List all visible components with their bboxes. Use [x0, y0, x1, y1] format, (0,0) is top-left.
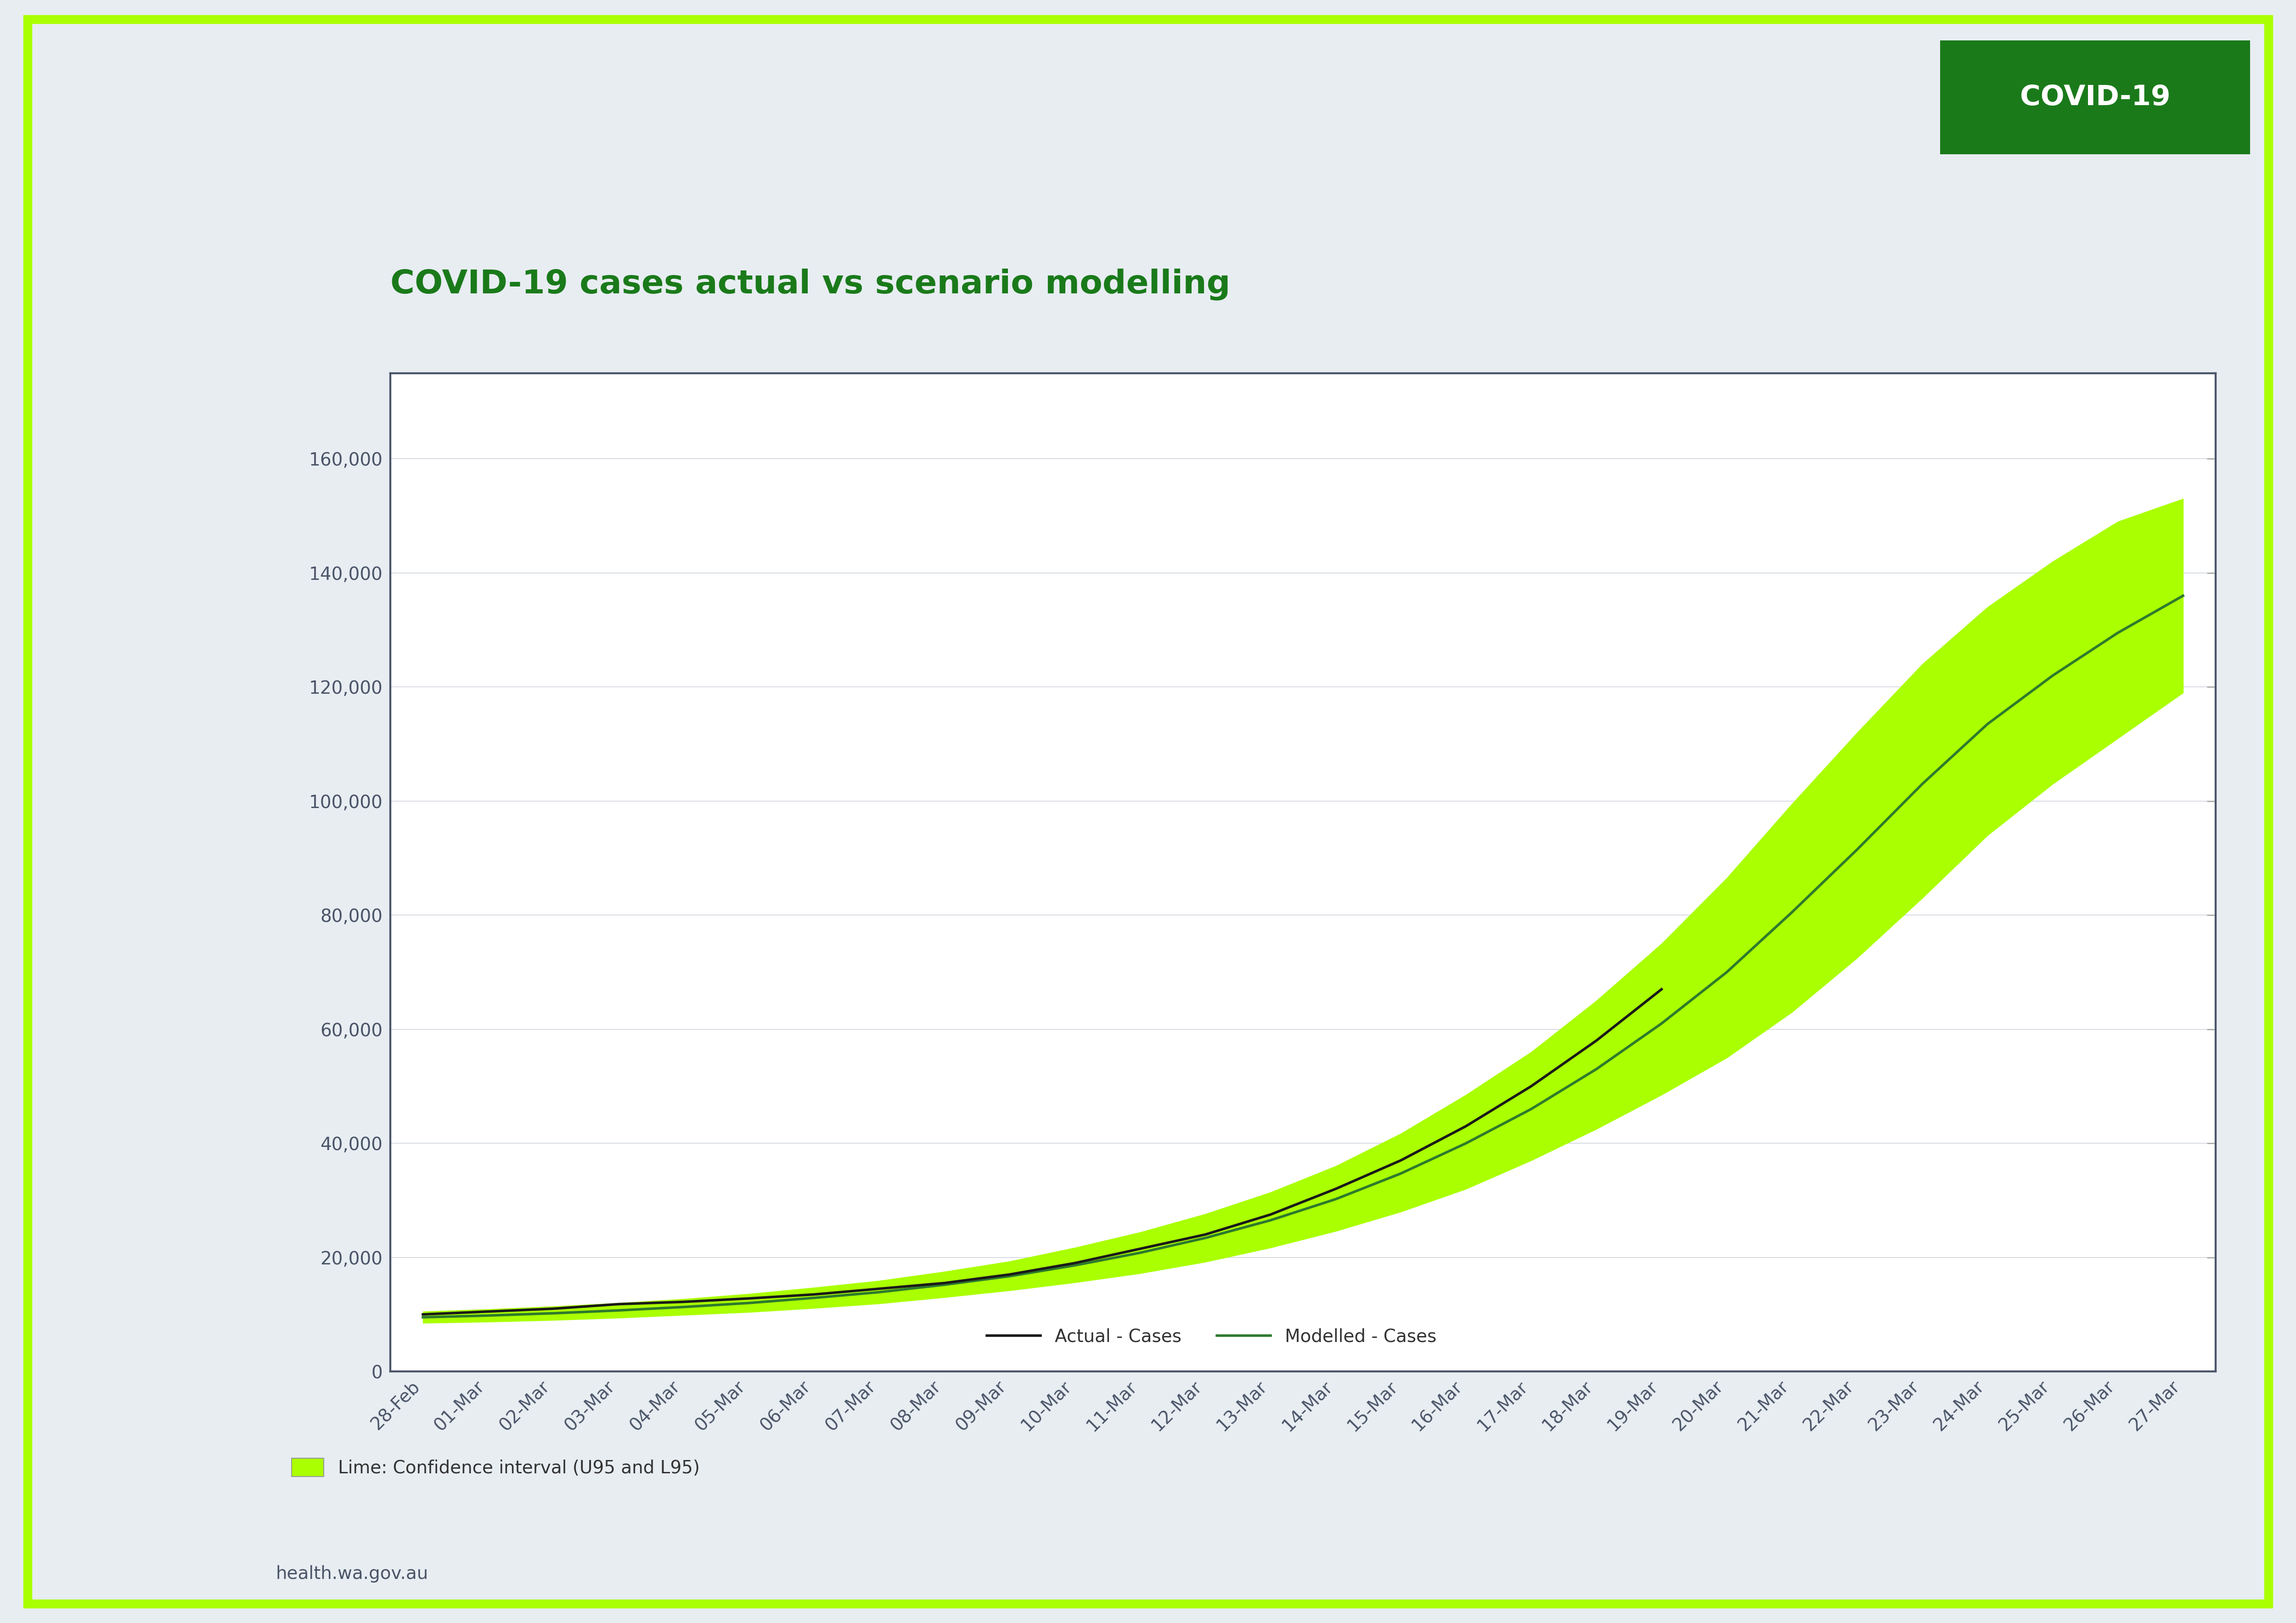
Modelled - Cases — [2039, 665, 2066, 685]
Text: health.wa.gov.au: health.wa.gov.au — [276, 1565, 427, 1582]
Modelled - Cases — [1844, 839, 1871, 859]
Modelled - Cases — [1908, 774, 1936, 794]
Modelled - Cases — [1192, 1229, 1219, 1248]
Modelled - Cases — [2170, 586, 2197, 605]
Actual - Cases — [1256, 1204, 1283, 1224]
Modelled - Cases — [475, 1307, 503, 1326]
Modelled - Cases — [930, 1276, 957, 1295]
Actual - Cases — [1127, 1238, 1155, 1258]
Modelled - Cases — [670, 1297, 698, 1316]
Modelled - Cases — [1777, 902, 1805, 922]
Actual - Cases — [1582, 1031, 1609, 1050]
Actual - Cases — [735, 1289, 762, 1308]
Actual - Cases — [930, 1274, 957, 1294]
Modelled - Cases — [1387, 1164, 1414, 1183]
Modelled - Cases — [1975, 714, 2002, 734]
Modelled - Cases — [1322, 1190, 1350, 1209]
Line: Modelled - Cases: Modelled - Cases — [422, 596, 2183, 1318]
Legend: Lime: Confidence interval (U95 and L95): Lime: Confidence interval (U95 and L95) — [285, 1451, 707, 1483]
Line: Actual - Cases: Actual - Cases — [422, 990, 1662, 1315]
Modelled - Cases — [1256, 1211, 1283, 1230]
Text: COVID-19: COVID-19 — [2020, 84, 2170, 110]
Modelled - Cases — [540, 1303, 567, 1323]
Modelled - Cases — [1451, 1133, 1479, 1152]
Actual - Cases — [996, 1264, 1024, 1284]
Actual - Cases — [475, 1302, 503, 1321]
Actual - Cases — [670, 1292, 698, 1311]
Actual - Cases — [801, 1285, 829, 1305]
Actual - Cases — [1387, 1151, 1414, 1170]
Modelled - Cases — [1649, 1014, 1676, 1034]
Actual - Cases — [1322, 1180, 1350, 1199]
Modelled - Cases — [2103, 623, 2131, 643]
Actual - Cases — [1451, 1117, 1479, 1136]
Actual - Cases — [409, 1305, 436, 1324]
Actual - Cases — [1518, 1076, 1545, 1096]
Modelled - Cases — [1518, 1099, 1545, 1118]
Modelled - Cases — [1713, 962, 1740, 982]
Modelled - Cases — [866, 1282, 893, 1302]
Modelled - Cases — [1582, 1060, 1609, 1079]
Modelled - Cases — [1061, 1256, 1088, 1276]
Actual - Cases — [1649, 980, 1676, 1000]
Actual - Cases — [1192, 1225, 1219, 1245]
Modelled - Cases — [996, 1266, 1024, 1285]
Modelled - Cases — [1127, 1243, 1155, 1263]
Legend: Actual - Cases, Modelled - Cases: Actual - Cases, Modelled - Cases — [980, 1321, 1444, 1352]
Text: COVID-19 cases actual vs scenario modelling: COVID-19 cases actual vs scenario modell… — [390, 268, 1231, 300]
Modelled - Cases — [409, 1308, 436, 1328]
Actual - Cases — [540, 1298, 567, 1318]
Modelled - Cases — [801, 1289, 829, 1308]
Actual - Cases — [1061, 1253, 1088, 1272]
Modelled - Cases — [604, 1300, 631, 1319]
Actual - Cases — [866, 1279, 893, 1298]
Modelled - Cases — [735, 1294, 762, 1313]
Actual - Cases — [604, 1295, 631, 1315]
